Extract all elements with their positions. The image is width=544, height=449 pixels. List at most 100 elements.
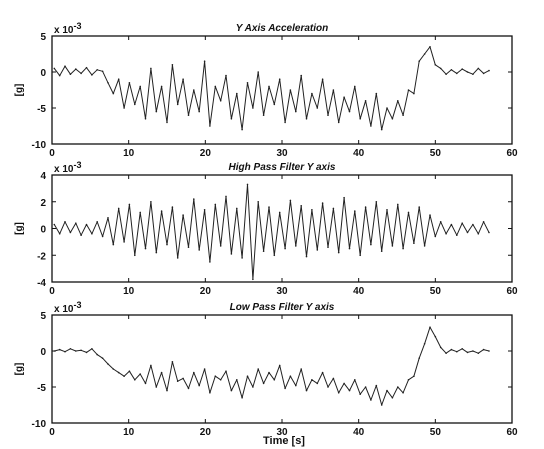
x-tick-label: 10 xyxy=(123,427,135,438)
data-point xyxy=(155,110,158,113)
data-point xyxy=(273,103,276,106)
data-point xyxy=(407,379,410,381)
data-point xyxy=(295,245,297,247)
chart-title: Y Axis Acceleration xyxy=(236,23,328,34)
data-point xyxy=(219,100,222,102)
data-point xyxy=(354,85,356,88)
x-tick-label: 30 xyxy=(276,148,288,159)
data-point xyxy=(187,114,190,116)
data-point xyxy=(461,68,464,70)
y-tick-label: 5 xyxy=(40,311,46,322)
data-point xyxy=(139,85,141,88)
data-point xyxy=(193,198,195,200)
data-point xyxy=(439,67,442,70)
data-point xyxy=(461,348,464,350)
data-point xyxy=(300,74,303,77)
data-point xyxy=(488,69,490,72)
data-point xyxy=(230,118,233,120)
data-point xyxy=(375,201,378,203)
data-point xyxy=(407,211,410,214)
data-point xyxy=(187,246,190,248)
data-point xyxy=(96,221,98,223)
x-tick-label: 30 xyxy=(276,427,288,438)
data-point xyxy=(219,379,222,381)
data-point xyxy=(69,348,72,350)
data-point xyxy=(257,368,260,370)
data-point xyxy=(150,67,152,70)
data-point xyxy=(402,247,404,250)
data-point xyxy=(289,375,292,378)
data-point xyxy=(85,223,88,226)
data-point xyxy=(337,392,340,394)
series-line xyxy=(53,46,490,131)
data-point xyxy=(117,207,120,210)
data-point xyxy=(482,221,485,223)
data-point xyxy=(477,352,480,355)
data-point xyxy=(257,201,260,203)
data-point xyxy=(445,352,447,355)
data-point xyxy=(112,368,115,370)
x-tick-label: 40 xyxy=(353,148,365,159)
y-tick-label: 0 xyxy=(40,347,46,358)
data-point xyxy=(343,382,345,385)
data-point xyxy=(370,399,372,401)
data-point xyxy=(332,89,335,91)
data-point xyxy=(348,247,351,250)
data-point xyxy=(75,222,77,224)
data-point xyxy=(101,357,104,360)
data-point xyxy=(144,118,147,120)
data-point xyxy=(386,209,388,211)
y-tick-label: -5 xyxy=(37,383,46,394)
data-point xyxy=(225,195,227,198)
data-point xyxy=(241,128,243,131)
data-point xyxy=(246,82,249,84)
data-point xyxy=(58,348,61,351)
data-point xyxy=(423,53,426,55)
data-point xyxy=(418,206,421,208)
data-point xyxy=(198,110,200,113)
y-tick-label: 5 xyxy=(40,32,46,43)
data-point xyxy=(107,217,109,219)
data-point xyxy=(134,103,136,106)
data-point xyxy=(198,249,200,251)
x-tick-label: 20 xyxy=(200,427,212,438)
data-point xyxy=(203,368,206,370)
data-point xyxy=(300,368,303,370)
y-tick-label: -10 xyxy=(32,419,47,430)
data-point xyxy=(466,71,469,73)
data-point xyxy=(397,100,399,102)
x-tick-label: 50 xyxy=(430,427,442,438)
data-point xyxy=(160,371,163,374)
x-tick-label: 10 xyxy=(123,148,135,159)
data-point xyxy=(117,371,120,374)
data-point xyxy=(64,350,66,353)
data-point xyxy=(370,125,372,127)
data-point xyxy=(386,389,388,392)
data-point xyxy=(166,121,168,124)
data-point xyxy=(305,389,308,392)
data-point xyxy=(101,70,104,73)
data-point xyxy=(391,397,394,399)
data-point xyxy=(321,371,324,374)
data-point xyxy=(316,382,319,385)
y-tick-label: 0 xyxy=(40,225,46,236)
data-point xyxy=(445,233,447,235)
data-point xyxy=(85,351,88,354)
data-point xyxy=(96,69,98,71)
data-point xyxy=(461,222,464,224)
x-tick-label: 40 xyxy=(353,286,365,297)
data-point xyxy=(327,114,329,116)
data-point xyxy=(359,254,362,257)
data-point xyxy=(64,221,66,223)
data-point xyxy=(155,386,158,388)
data-point xyxy=(445,73,447,75)
plot-area-frame xyxy=(51,314,513,424)
data-point xyxy=(268,371,270,374)
chart-title: High Pass Filter Y axis xyxy=(229,162,336,173)
data-point xyxy=(139,211,141,214)
x-tick-label: 60 xyxy=(506,148,518,159)
data-point xyxy=(246,183,249,186)
y-tick-label: -2 xyxy=(37,251,46,262)
data-point xyxy=(139,373,141,375)
